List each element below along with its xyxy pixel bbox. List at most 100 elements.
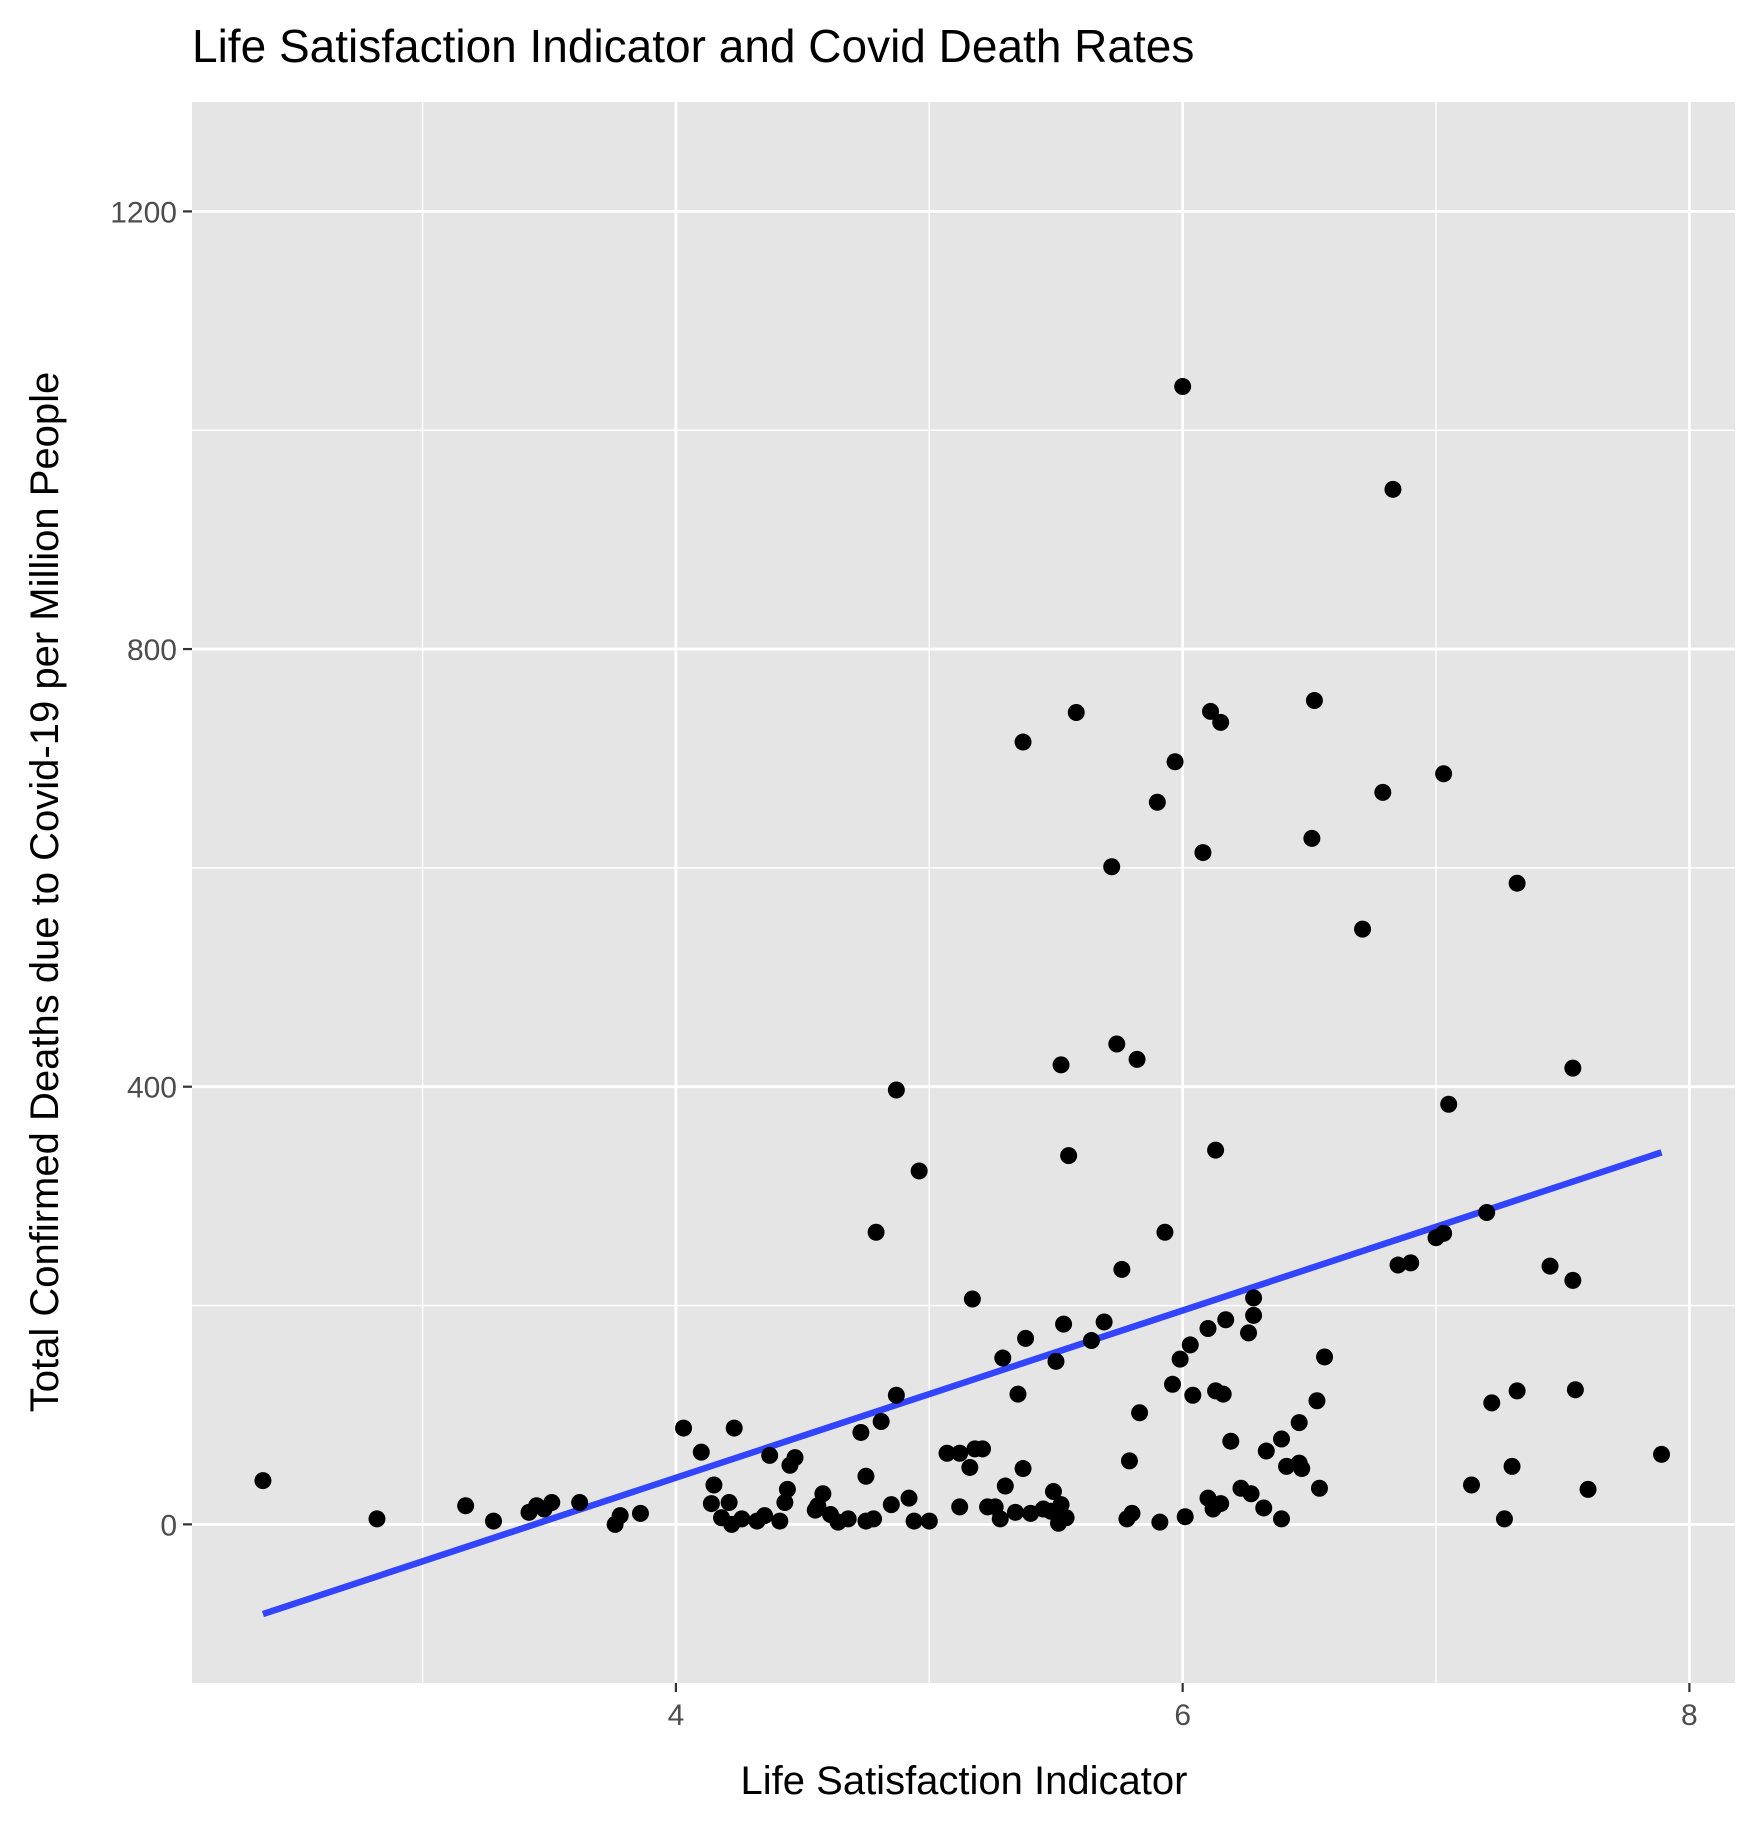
data-point — [1242, 1485, 1260, 1503]
data-point — [1164, 1375, 1182, 1393]
data-point — [776, 1493, 794, 1511]
data-point — [733, 1510, 751, 1528]
data-point — [1120, 1452, 1138, 1470]
data-point — [1240, 1324, 1258, 1342]
data-point — [1564, 1271, 1582, 1289]
data-point — [1214, 1385, 1232, 1403]
data-point — [1384, 480, 1402, 498]
data-point — [1310, 1479, 1328, 1497]
data-point — [887, 1386, 905, 1404]
data-point — [1245, 1306, 1263, 1324]
data-point — [720, 1493, 738, 1511]
chart-title: Life Satisfaction Indicator and Covid De… — [192, 20, 1194, 72]
data-point — [1014, 1460, 1032, 1478]
data-point — [1293, 1460, 1311, 1478]
data-point — [1052, 1496, 1070, 1514]
data-point — [1402, 1254, 1420, 1272]
data-point — [857, 1467, 875, 1485]
data-point — [1462, 1476, 1480, 1494]
data-point — [1257, 1442, 1275, 1460]
data-point — [771, 1512, 789, 1530]
data-point — [725, 1419, 743, 1437]
data-point — [905, 1512, 923, 1530]
data-point — [702, 1495, 720, 1513]
data-point — [1082, 1332, 1100, 1350]
x-tick-label: 4 — [668, 1699, 685, 1732]
data-point — [1151, 1513, 1169, 1531]
data-point — [692, 1443, 710, 1461]
data-point — [1564, 1059, 1582, 1077]
data-point — [1055, 1315, 1073, 1333]
data-point — [882, 1496, 900, 1514]
data-point — [611, 1507, 629, 1525]
data-point — [852, 1423, 870, 1441]
data-point — [368, 1510, 386, 1528]
data-point — [1503, 1457, 1521, 1475]
data-point — [1222, 1432, 1240, 1450]
data-point — [254, 1472, 272, 1490]
data-point — [1290, 1414, 1308, 1432]
data-point — [951, 1444, 969, 1462]
data-point — [814, 1485, 832, 1503]
data-point — [900, 1489, 918, 1507]
data-point — [1483, 1394, 1501, 1412]
data-point — [543, 1493, 561, 1511]
data-point — [1181, 1336, 1199, 1354]
data-point — [974, 1440, 992, 1458]
data-point — [994, 1349, 1012, 1367]
data-point — [1308, 1392, 1326, 1410]
data-point — [631, 1504, 649, 1522]
data-point — [951, 1498, 969, 1516]
data-point — [1199, 1320, 1217, 1338]
y-tick-label: 1200 — [110, 196, 177, 229]
plot-panel — [192, 102, 1735, 1683]
data-point — [1653, 1445, 1671, 1463]
data-point — [961, 1458, 979, 1476]
data-point — [1374, 783, 1392, 801]
data-point — [705, 1476, 723, 1494]
data-point — [991, 1510, 1009, 1528]
data-point — [1108, 1035, 1126, 1053]
data-point — [1123, 1504, 1141, 1522]
x-axis-title: Life Satisfaction Indicator — [741, 1759, 1188, 1803]
data-point — [920, 1512, 938, 1530]
data-point — [1541, 1257, 1559, 1275]
data-point — [1047, 1352, 1065, 1370]
data-point — [1184, 1386, 1202, 1404]
data-point — [1176, 1508, 1194, 1526]
data-point — [1194, 844, 1212, 862]
data-point — [485, 1512, 503, 1530]
data-point — [1508, 1382, 1526, 1400]
data-point — [1014, 733, 1032, 751]
data-point — [1303, 829, 1321, 847]
data-point — [1316, 1348, 1334, 1366]
y-tick-label: 800 — [127, 634, 177, 667]
data-point — [1128, 1050, 1146, 1068]
data-points — [254, 377, 1671, 1533]
x-tick-label: 6 — [1174, 1699, 1191, 1732]
data-point — [1131, 1404, 1149, 1422]
data-point — [1148, 793, 1166, 811]
data-point — [1207, 1141, 1225, 1159]
data-point — [1305, 691, 1323, 709]
data-point — [1508, 874, 1526, 892]
data-point — [867, 1223, 885, 1241]
data-point — [1435, 765, 1453, 783]
x-axis: 4 6 8 — [668, 1683, 1698, 1732]
data-point — [1354, 920, 1372, 938]
data-point — [1103, 858, 1121, 876]
minor-gridlines — [192, 102, 1735, 1683]
data-point — [756, 1507, 774, 1525]
y-axis: 0 400 800 1200 — [110, 196, 192, 1542]
data-point — [1478, 1204, 1496, 1222]
data-point — [786, 1449, 804, 1467]
data-point — [1212, 713, 1230, 731]
data-point — [910, 1162, 928, 1180]
data-point — [1166, 753, 1184, 771]
data-point — [1212, 1495, 1230, 1513]
y-tick-label: 0 — [160, 1509, 177, 1542]
data-point — [1174, 377, 1192, 395]
data-point — [1272, 1510, 1290, 1528]
data-point — [938, 1444, 956, 1462]
data-point — [1156, 1223, 1174, 1241]
